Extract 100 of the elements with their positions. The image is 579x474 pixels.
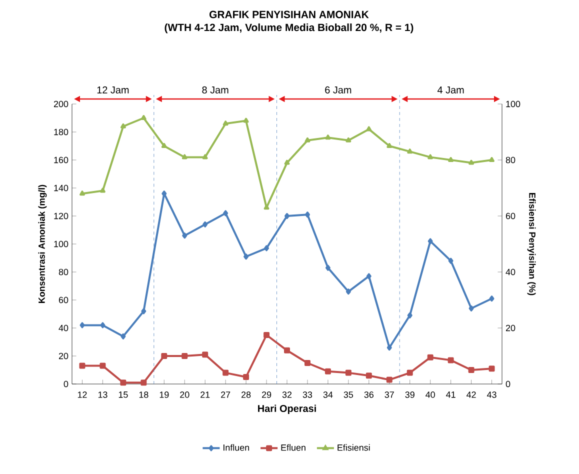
point [304,212,310,218]
point [448,357,454,364]
point [140,380,147,386]
y-tick-label: 200 [54,100,68,108]
x-tick-label: 36 [364,392,374,398]
point [366,372,372,379]
x-tick-label: 35 [344,392,354,398]
y-tick-label: 0 [64,380,68,388]
point [120,123,126,128]
point [407,148,413,154]
y2-tick-label: 80 [506,156,516,164]
point [264,332,270,338]
x-tick-label: 27 [221,392,230,398]
y-tick-label: 20 [58,352,68,360]
point [284,213,290,219]
point [100,188,106,193]
x-tick-label: 43 [486,392,496,398]
point [366,273,372,280]
point [182,353,188,359]
point [243,118,249,123]
x-tick-label: 42 [466,392,476,398]
y2-tick-label: 0 [506,380,510,388]
y2-tick-label: 40 [506,268,516,276]
point [427,354,434,360]
point [304,360,310,366]
x-tick-label: 40 [426,392,435,398]
y-tick-label: 40 [58,324,68,332]
point [141,308,146,314]
y-tick-label: 60 [58,296,68,304]
point [345,370,352,376]
point [386,376,392,383]
point [80,190,85,196]
y2-axis-title: Efisiensi Penyisihan (%) [527,193,536,296]
point [120,380,126,386]
x-tick-label: 28 [242,392,251,398]
point [182,232,188,239]
point [468,367,474,373]
point [304,137,310,142]
point [140,115,146,120]
point [324,368,331,374]
point [243,374,250,380]
point [468,305,474,312]
point [223,210,228,216]
y2-tick-label: 60 [506,212,516,220]
point [100,362,106,369]
chart-subtitle: (WTH 4-12 Jam, Volume Media Bioball 20 %, R = 1) [164,23,414,34]
point [100,322,106,328]
x-tick-label: 12 [78,392,87,398]
point [346,137,352,142]
y-tick-label: 100 [54,240,68,248]
point [222,370,229,376]
point [386,344,392,351]
point [182,154,188,160]
point [325,134,331,140]
point [386,143,392,148]
point [448,258,454,264]
legend-label: Influen [224,444,250,451]
point [406,370,413,376]
x-tick-label: 41 [446,392,456,398]
point [428,154,434,160]
point [488,366,495,372]
text: 8 Jam [202,86,228,94]
point [79,362,86,369]
point [222,120,228,126]
y-tick-label: 120 [54,212,68,220]
point [202,352,208,358]
point [284,160,290,165]
point [161,143,167,148]
point [407,312,412,318]
x-tick-label: 21 [200,392,210,398]
x-tick-label: 32 [282,392,292,398]
x-tick-label: 13 [98,392,108,398]
y-tick-label: 160 [54,156,68,164]
y-tick-label: 180 [54,128,68,136]
point [448,157,454,162]
point [202,221,208,228]
point [80,322,85,328]
x-axis-title: Hari Operasi [258,404,316,414]
legend-label: Efluen [281,444,306,451]
x-tick-label: 37 [384,392,394,398]
y-axis-title: Konsentrasi Amoniak (mg/l) [38,184,47,303]
x-tick-label: 34 [323,392,333,398]
chart-title: GRAFIK PENYISIHAN AMONIAK [210,10,369,18]
point [264,245,270,252]
legend-label: Efisiensi [338,444,370,451]
point [428,238,433,244]
x-tick-label: 19 [160,392,169,398]
point [489,296,494,302]
text: 4 Jam [437,86,464,94]
text: 12 Jam [97,86,129,94]
x-tick-label: 39 [405,392,414,398]
y2-tick-label: 20 [506,324,516,332]
point [120,333,126,340]
point [468,160,474,165]
point [244,254,249,260]
y2-tick-label: 100 [506,100,520,108]
point [366,126,372,132]
point [161,353,168,359]
x-tick-label: 18 [139,392,148,398]
x-tick-label: 29 [262,392,272,398]
